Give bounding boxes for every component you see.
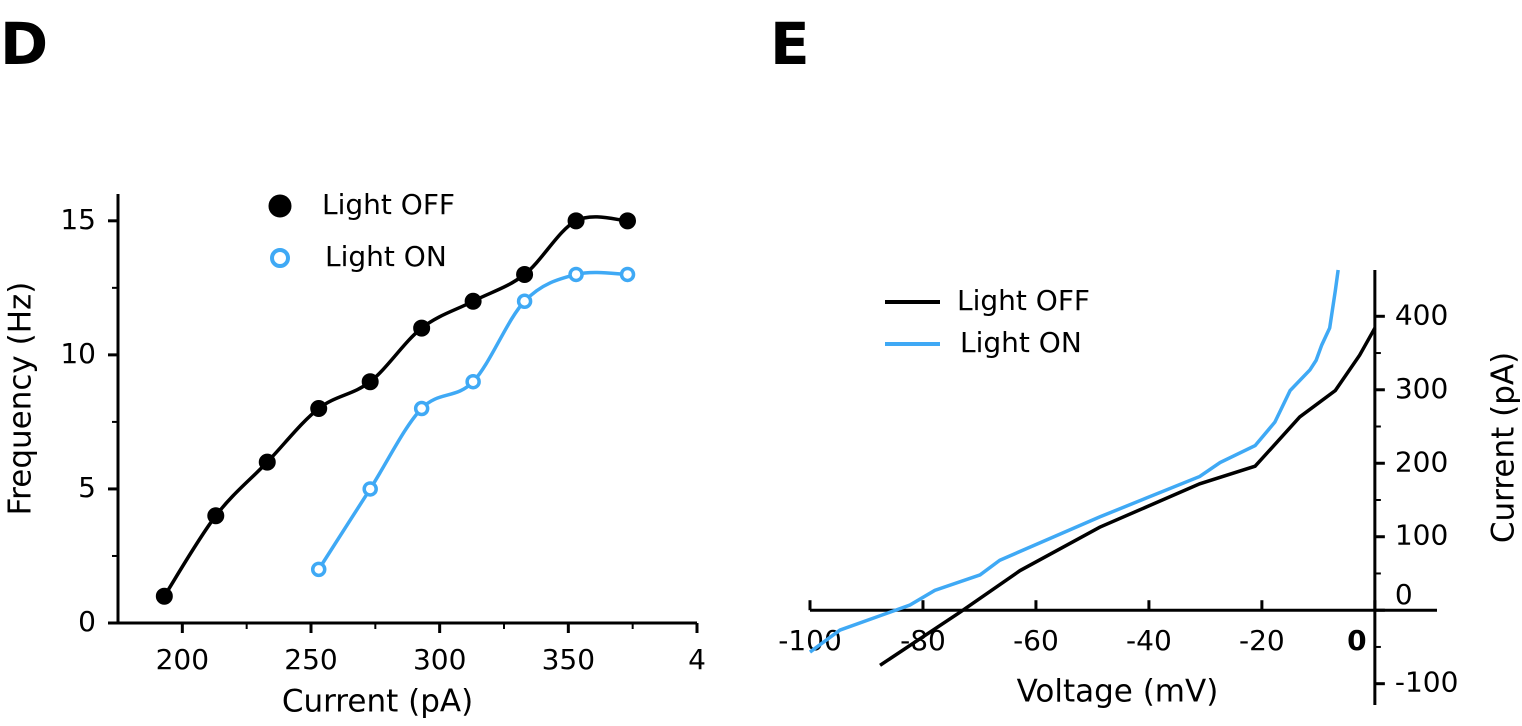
x-tick-label: -100 bbox=[778, 624, 842, 657]
x-tick-label: 300 bbox=[413, 643, 466, 676]
data-point bbox=[567, 212, 585, 230]
data-point bbox=[516, 293, 533, 309]
x-tick-label: 4 bbox=[688, 643, 706, 676]
panel-label: E bbox=[770, 10, 810, 78]
x-tick-label: 0 bbox=[1347, 624, 1366, 657]
y-tick-label: 200 bbox=[1395, 445, 1448, 478]
x-tick-label: -20 bbox=[1239, 624, 1285, 657]
data-point bbox=[465, 373, 481, 390]
data-point bbox=[310, 400, 328, 417]
x-axis-label: Voltage (mV) bbox=[1017, 674, 1219, 710]
x-tick-label: 250 bbox=[284, 643, 337, 676]
x-tick-label: 200 bbox=[156, 643, 209, 676]
y-tick-label: 0 bbox=[1395, 578, 1413, 611]
legend-label: Light ON bbox=[325, 240, 447, 273]
x-tick-label: -40 bbox=[1126, 624, 1172, 657]
y-tick-label: 100 bbox=[1395, 519, 1448, 552]
data-point bbox=[310, 561, 327, 578]
series-line bbox=[879, 327, 1377, 667]
data-point bbox=[568, 266, 584, 283]
data-point bbox=[413, 400, 430, 417]
series-line bbox=[162, 215, 628, 598]
data-point bbox=[361, 373, 379, 391]
data-point bbox=[362, 481, 378, 497]
x-axis-label: Current (pA) bbox=[282, 684, 473, 720]
y-tick-label: 0 bbox=[78, 605, 96, 638]
data-point bbox=[464, 292, 482, 310]
y-tick-label: -100 bbox=[1395, 666, 1459, 699]
x-tick-label: -60 bbox=[1013, 624, 1059, 657]
y-axis-label: Current (pA) bbox=[1486, 352, 1522, 543]
data-point bbox=[516, 265, 534, 283]
series-line bbox=[317, 270, 628, 571]
legend-label: Light ON bbox=[960, 326, 1082, 359]
legend-marker bbox=[270, 248, 290, 268]
data-point bbox=[619, 212, 637, 230]
data-point bbox=[207, 507, 225, 525]
data-point bbox=[413, 319, 431, 337]
y-tick-label: 10 bbox=[60, 337, 96, 370]
legend-label: Light OFF bbox=[322, 188, 455, 221]
y-tick-label: 5 bbox=[78, 471, 96, 504]
data-point bbox=[619, 266, 636, 283]
y-tick-label: 400 bbox=[1395, 298, 1448, 331]
x-tick-label: -80 bbox=[900, 624, 946, 657]
panel-label: D bbox=[0, 10, 48, 78]
data-point bbox=[258, 453, 276, 471]
x-tick-label: 350 bbox=[542, 643, 595, 676]
legend-label: Light OFF bbox=[957, 284, 1090, 317]
y-axis-label: Frequency (Hz) bbox=[3, 282, 39, 516]
series-line bbox=[808, 269, 1340, 654]
data-point bbox=[155, 587, 173, 605]
legend-marker bbox=[268, 194, 292, 218]
y-tick-label: 15 bbox=[60, 203, 96, 236]
y-tick-label: 300 bbox=[1395, 372, 1448, 405]
